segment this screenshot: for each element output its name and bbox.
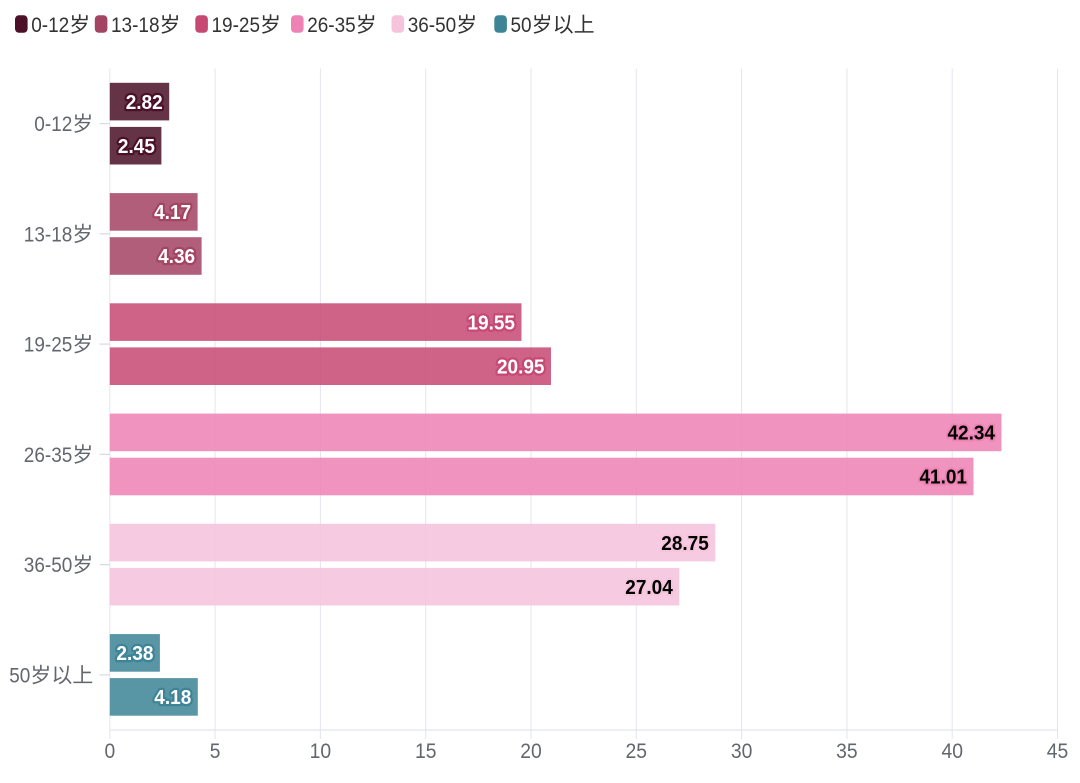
svg-text:50: 50: [511, 14, 532, 37]
svg-text:41.01: 41.01: [920, 466, 968, 489]
svg-text:4.18: 4.18: [154, 686, 191, 709]
svg-text:25: 25: [626, 740, 648, 763]
svg-text:28.75: 28.75: [661, 532, 709, 555]
svg-text:5: 5: [210, 740, 221, 763]
svg-text:36-50: 36-50: [408, 14, 457, 37]
svg-text:19-25: 19-25: [212, 14, 261, 37]
svg-text:20.95: 20.95: [497, 355, 545, 378]
svg-text:26-35: 26-35: [24, 444, 73, 467]
svg-text:36-50: 36-50: [24, 554, 73, 577]
svg-text:0-12: 0-12: [31, 14, 69, 37]
svg-text:42.34: 42.34: [948, 422, 996, 445]
svg-text:4.36: 4.36: [158, 245, 195, 268]
svg-text:10: 10: [310, 740, 332, 763]
svg-text:15: 15: [415, 740, 437, 763]
svg-text:4.17: 4.17: [154, 201, 191, 224]
svg-text:45: 45: [1047, 740, 1069, 763]
svg-text:13-18: 13-18: [24, 223, 73, 246]
svg-text:2.38: 2.38: [116, 642, 153, 665]
svg-text:13-18: 13-18: [111, 14, 160, 37]
svg-text:35: 35: [836, 740, 858, 763]
svg-text:26-35: 26-35: [307, 14, 356, 37]
svg-text:19.55: 19.55: [468, 311, 516, 334]
svg-text:20: 20: [520, 740, 542, 763]
svg-text:30: 30: [731, 740, 753, 763]
svg-text:0-12: 0-12: [34, 113, 72, 136]
svg-text:40: 40: [941, 740, 963, 763]
svg-text:27.04: 27.04: [625, 576, 673, 599]
svg-text:19-25: 19-25: [24, 334, 73, 357]
svg-text:0: 0: [104, 740, 115, 763]
svg-text:2.82: 2.82: [126, 91, 163, 114]
svg-text:2.45: 2.45: [118, 135, 155, 158]
svg-text:50: 50: [9, 665, 30, 688]
